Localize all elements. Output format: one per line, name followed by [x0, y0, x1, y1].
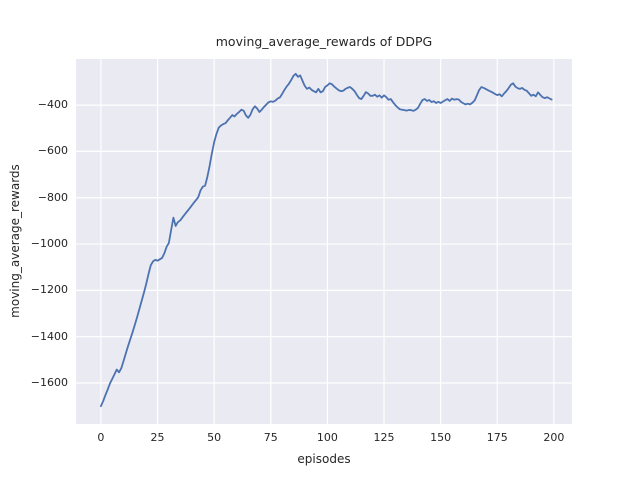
y-tick-label: −1000	[30, 237, 68, 251]
x-tick-label: 50	[207, 431, 222, 444]
y-tick-label: −1600	[30, 376, 68, 389]
x-tick-label: 100	[316, 431, 338, 444]
x-tick-label: 0	[97, 431, 105, 444]
series-line-moving_average_rewards	[100, 72, 553, 408]
x-tick-label: 200	[543, 431, 565, 444]
x-tick-label: 25	[150, 431, 165, 444]
y-tick-label: −400	[37, 98, 68, 112]
chart-title: moving_average_rewards of DDPG	[215, 34, 433, 49]
chart-svg	[76, 59, 572, 424]
x-tick-label: 125	[373, 431, 395, 444]
y-tick-label: −1400	[30, 329, 68, 343]
y-tick-label: −1200	[30, 283, 68, 297]
x-tick-label: 150	[430, 431, 452, 444]
y-axis-label: moving_average_rewards	[8, 164, 22, 318]
plot-area	[76, 59, 572, 424]
y-tick-label: −800	[37, 190, 68, 204]
x-tick-label: 75	[263, 431, 278, 444]
x-tick-label: 175	[486, 431, 508, 444]
x-axis-label: episodes	[297, 452, 351, 466]
y-tick-label: −600	[37, 144, 68, 158]
